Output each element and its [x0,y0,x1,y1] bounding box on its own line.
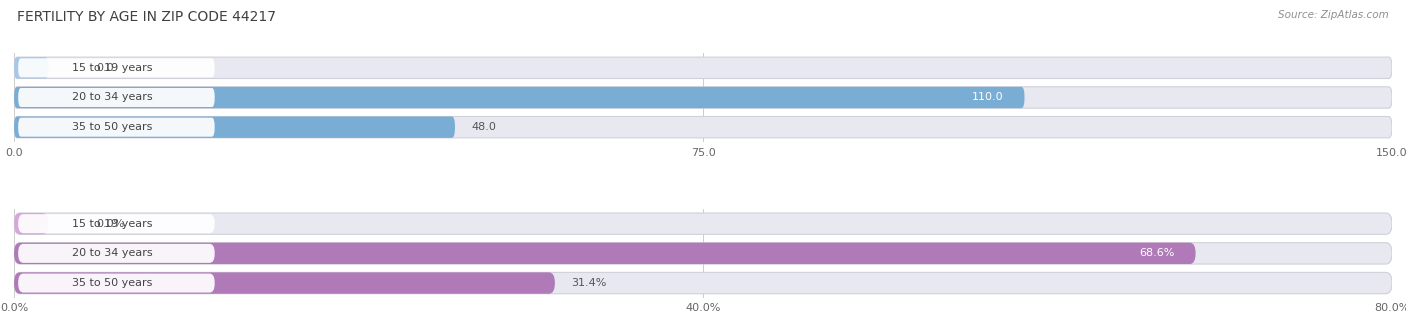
FancyBboxPatch shape [18,273,215,293]
FancyBboxPatch shape [14,243,1195,264]
Text: 31.4%: 31.4% [571,278,607,288]
Text: Source: ZipAtlas.com: Source: ZipAtlas.com [1278,10,1389,20]
Text: 110.0: 110.0 [972,92,1004,103]
FancyBboxPatch shape [14,87,1025,108]
FancyBboxPatch shape [14,117,456,138]
FancyBboxPatch shape [18,118,215,137]
FancyBboxPatch shape [18,214,215,233]
Text: 48.0: 48.0 [471,122,496,132]
FancyBboxPatch shape [18,244,215,263]
FancyBboxPatch shape [14,57,1392,78]
FancyBboxPatch shape [14,57,48,78]
Text: 0.0%: 0.0% [97,219,125,229]
Text: 35 to 50 years: 35 to 50 years [72,278,152,288]
Text: 15 to 19 years: 15 to 19 years [72,219,153,229]
FancyBboxPatch shape [14,117,1392,138]
FancyBboxPatch shape [18,88,215,107]
Text: 0.0: 0.0 [97,63,114,73]
Text: 20 to 34 years: 20 to 34 years [72,92,153,103]
FancyBboxPatch shape [14,272,1392,294]
Text: 35 to 50 years: 35 to 50 years [72,122,152,132]
FancyBboxPatch shape [14,87,1392,108]
Text: FERTILITY BY AGE IN ZIP CODE 44217: FERTILITY BY AGE IN ZIP CODE 44217 [17,10,276,24]
FancyBboxPatch shape [14,272,555,294]
Text: 20 to 34 years: 20 to 34 years [72,248,153,259]
FancyBboxPatch shape [18,58,215,77]
FancyBboxPatch shape [14,213,48,234]
FancyBboxPatch shape [14,213,1392,234]
FancyBboxPatch shape [14,243,1392,264]
Text: 15 to 19 years: 15 to 19 years [72,63,153,73]
Text: 68.6%: 68.6% [1139,248,1175,259]
